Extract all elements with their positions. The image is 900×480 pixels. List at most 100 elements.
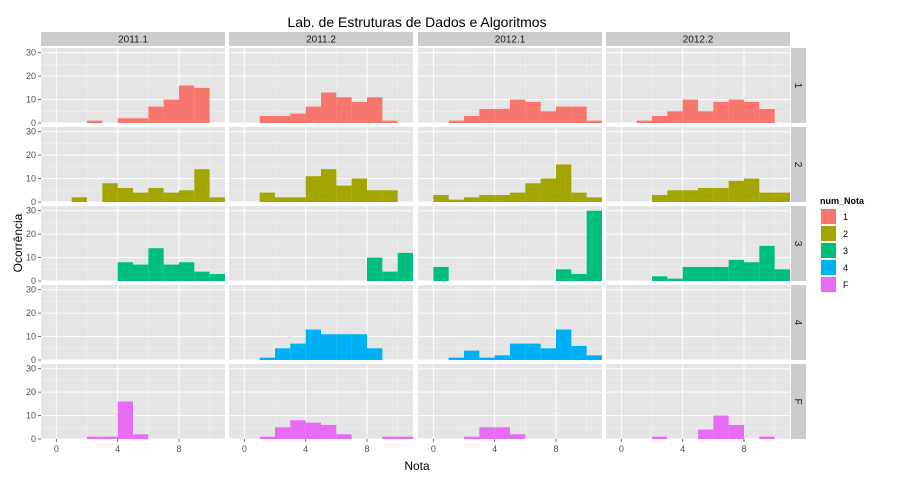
histogram-bar bbox=[448, 120, 464, 123]
column-strip-label: 2012.2 bbox=[683, 35, 714, 46]
facet-panel bbox=[606, 127, 790, 203]
histogram-bar bbox=[494, 427, 510, 439]
histogram-bar bbox=[117, 401, 133, 439]
histogram-bar bbox=[540, 111, 556, 123]
histogram-bar bbox=[163, 264, 179, 281]
histogram-bar bbox=[290, 113, 306, 123]
histogram-bar bbox=[667, 278, 683, 281]
histogram-bar bbox=[194, 87, 210, 123]
histogram-bar bbox=[586, 210, 602, 281]
histogram-bar bbox=[744, 262, 760, 281]
x-tick-label: 8 bbox=[364, 444, 369, 454]
histogram-bar bbox=[433, 266, 449, 281]
histogram-bar bbox=[698, 111, 714, 123]
histogram-bar bbox=[336, 185, 352, 202]
histogram-bar bbox=[382, 120, 398, 123]
histogram-bar bbox=[163, 99, 179, 123]
x-tick-label: 4 bbox=[303, 444, 308, 454]
histogram-bar bbox=[479, 357, 495, 360]
histogram-bar bbox=[698, 429, 714, 439]
histogram-bar bbox=[194, 271, 210, 281]
row-strip-label: 3 bbox=[792, 241, 803, 247]
histogram-bar bbox=[479, 108, 495, 123]
histogram-bar bbox=[321, 424, 337, 439]
y-tick-label: 30 bbox=[26, 285, 36, 295]
histogram-bar bbox=[448, 199, 464, 202]
facet-panel: 0 10 20 30 bbox=[26, 364, 225, 444]
histogram-bar bbox=[571, 345, 587, 360]
x-tick-label: 0 bbox=[242, 444, 247, 454]
x-axis-label: Nota bbox=[404, 459, 430, 473]
histogram-bar bbox=[744, 178, 760, 202]
column-strip bbox=[606, 32, 790, 46]
histogram-bar bbox=[713, 187, 729, 202]
x-tick-label: 8 bbox=[741, 444, 746, 454]
histogram-bar bbox=[336, 334, 352, 360]
histogram-bar bbox=[744, 101, 760, 123]
y-tick-label: 0 bbox=[31, 434, 36, 444]
y-tick-label: 20 bbox=[26, 71, 36, 81]
histogram-bar bbox=[571, 273, 587, 281]
facet-panel bbox=[418, 127, 602, 203]
facet-panel bbox=[229, 127, 413, 203]
histogram-bar bbox=[397, 436, 413, 439]
row-strip-label: F bbox=[792, 398, 803, 404]
panel-background bbox=[41, 285, 225, 360]
histogram-bar bbox=[728, 424, 744, 439]
column-strip-label: 2011.1 bbox=[118, 35, 148, 46]
histogram-bar bbox=[259, 357, 275, 360]
histogram-bar bbox=[179, 190, 195, 202]
row-strip bbox=[791, 48, 806, 123]
histogram-bar bbox=[713, 101, 729, 123]
histogram-bar bbox=[321, 334, 337, 360]
histogram-bar bbox=[382, 271, 398, 281]
legend-swatch bbox=[821, 226, 836, 241]
y-tick-label: 30 bbox=[26, 206, 36, 216]
facet-panel bbox=[606, 285, 790, 361]
histogram-bar bbox=[117, 118, 133, 123]
x-tick-label: 4 bbox=[115, 444, 120, 454]
histogram-bar bbox=[290, 197, 306, 202]
y-tick-label: 30 bbox=[26, 127, 36, 137]
histogram-bar bbox=[652, 194, 668, 202]
legend-swatch bbox=[821, 260, 836, 275]
histogram-bar bbox=[464, 197, 480, 202]
histogram-bar bbox=[682, 190, 698, 202]
y-tick-label: 0 bbox=[31, 197, 36, 207]
histogram-bar bbox=[525, 343, 541, 360]
histogram-bar bbox=[336, 97, 352, 123]
facet-panel bbox=[606, 48, 790, 124]
histogram-bar bbox=[71, 197, 87, 202]
histogram-bar bbox=[464, 115, 480, 123]
y-tick-label: 30 bbox=[26, 48, 36, 58]
y-tick-label: 20 bbox=[26, 308, 36, 318]
histogram-bar bbox=[305, 329, 321, 360]
row-strip bbox=[791, 285, 806, 360]
histogram-bar bbox=[540, 348, 556, 360]
legend-swatch bbox=[821, 277, 836, 292]
facet-panel bbox=[229, 48, 413, 124]
facet-panel bbox=[418, 364, 602, 440]
histogram-bar bbox=[259, 436, 275, 439]
facet-panel bbox=[606, 206, 790, 282]
column-strip bbox=[418, 32, 602, 46]
histogram-bar bbox=[179, 262, 195, 281]
legend-label: 2 bbox=[843, 229, 848, 239]
histogram-bar bbox=[351, 101, 367, 123]
histogram-bar bbox=[148, 106, 164, 123]
histogram-bar bbox=[117, 187, 133, 202]
x-tick-label: 4 bbox=[680, 444, 685, 454]
histogram-bar bbox=[464, 350, 480, 360]
x-tick-label: 8 bbox=[553, 444, 558, 454]
histogram-bar bbox=[728, 259, 744, 281]
histogram-bar bbox=[652, 276, 668, 281]
histogram-bar bbox=[305, 176, 321, 202]
histogram-bar bbox=[321, 92, 337, 123]
histogram-bar bbox=[586, 355, 602, 360]
x-tick-label: 8 bbox=[176, 444, 181, 454]
histogram-bar bbox=[667, 111, 683, 123]
histogram-bar bbox=[275, 427, 291, 439]
y-tick-label: 10 bbox=[26, 95, 36, 105]
legend-label: 3 bbox=[843, 246, 848, 256]
